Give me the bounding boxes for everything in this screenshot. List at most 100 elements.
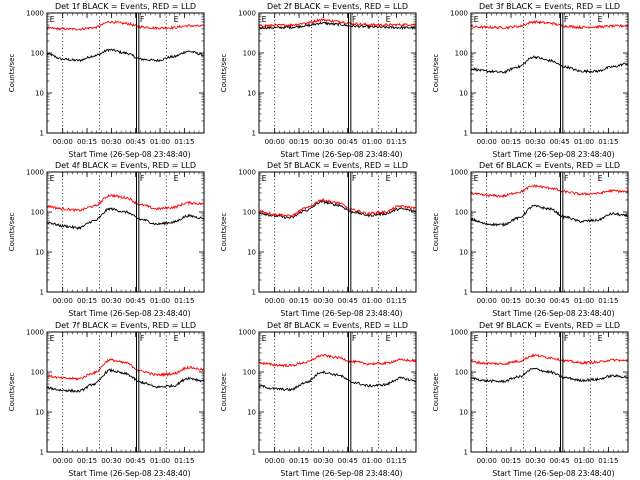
x-tick-label: 01:00 (150, 457, 170, 465)
plot-title: Det 1f BLACK = Events, RED = LLD (55, 2, 196, 11)
y-tick-label: 1 (40, 449, 44, 457)
series-line-events (259, 200, 417, 219)
y-tick-label: 1000 (238, 169, 256, 177)
y-tick-label: 1 (252, 449, 256, 457)
plot-panel-5: Det 5f BLACK = Events, RED = LLD Counts/s… (220, 161, 417, 318)
x-tick-label: 01:15 (386, 457, 406, 465)
y-tick-label: 10 (247, 249, 256, 257)
plot-title: Det 8f BLACK = Events, RED = LLD (267, 321, 408, 330)
plot-title: Det 6f BLACK = Events, RED = LLD (479, 161, 620, 170)
series-line-lld (470, 19, 629, 30)
interval-marker-label: F (564, 174, 569, 183)
interval-marker-label: E (386, 334, 391, 343)
y-tick-label: 10 (35, 90, 44, 98)
series-line-lld (46, 20, 205, 31)
x-tick-label: 01:15 (598, 138, 618, 146)
x-axis-label: Start Time (26-Sep-08 23:48:40) (281, 309, 403, 318)
y-tick-label: 1 (252, 289, 256, 297)
y-tick-label: 100 (31, 209, 44, 217)
plot-panel-7: Det 7f BLACK = Events, RED = LLD Counts/s… (8, 321, 205, 478)
plot-panel-4: Det 4f BLACK = Events, RED = LLD Counts/s… (8, 161, 205, 318)
x-axis-label: Start Time (26-Sep-08 23:48:40) (281, 150, 403, 159)
y-tick-label: 10 (35, 249, 44, 257)
y-axis-label: Counts/sec (220, 213, 228, 252)
y-tick-label: 1 (252, 130, 256, 138)
y-tick-label: 1000 (26, 329, 44, 337)
series-line-lld (46, 193, 205, 213)
series-line-events (258, 21, 417, 30)
y-axis-label: Counts/sec (220, 373, 228, 412)
y-axis-label: Counts/sec (432, 213, 440, 252)
y-tick-label: 100 (243, 209, 256, 217)
x-tick-label: 00:45 (126, 297, 146, 305)
x-axis-label: Start Time (26-Sep-08 23:48:40) (493, 469, 615, 478)
y-axis-label: Counts/sec (432, 54, 440, 93)
interval-marker-label: E (262, 15, 267, 24)
interval-marker-label: E (50, 15, 55, 24)
x-tick-label: 00:45 (550, 457, 570, 465)
x-tick-label: 01:00 (574, 297, 594, 305)
plot-panel-8: Det 8f BLACK = Events, RED = LLD Counts/s… (220, 321, 417, 478)
interval-marker-label: F (140, 334, 145, 343)
series-line-lld (258, 353, 417, 368)
interval-marker-label: E (598, 174, 603, 183)
plot-panel-3: Det 3f BLACK = Events, RED = LLD Counts/s… (432, 2, 629, 159)
y-tick-label: 100 (31, 50, 44, 58)
series-line-events (470, 204, 629, 228)
x-tick-label: 00:00 (477, 138, 497, 146)
interval-marker-label: E (174, 334, 179, 343)
plot-frame (258, 331, 417, 453)
y-tick-label: 100 (31, 369, 44, 377)
x-tick-label: 00:15 (289, 457, 309, 465)
plot-panel-2: Det 2f BLACK = Events, RED = LLD Counts/s… (220, 2, 417, 159)
x-tick-label: 00:45 (338, 297, 358, 305)
interval-marker-label: E (474, 174, 479, 183)
y-tick-label: 100 (243, 369, 256, 377)
y-tick-label: 10 (35, 409, 44, 417)
y-tick-label: 1000 (450, 169, 468, 177)
series-line-lld (470, 184, 629, 199)
series-line-events (46, 207, 205, 231)
x-tick-label: 01:15 (598, 297, 618, 305)
x-tick-label: 00:00 (265, 138, 285, 146)
y-tick-label: 1000 (450, 329, 468, 337)
x-axis-label: Start Time (26-Sep-08 23:48:40) (69, 469, 191, 478)
x-tick-label: 00:00 (477, 457, 497, 465)
x-tick-label: 01:15 (174, 457, 194, 465)
x-tick-label: 01:15 (174, 138, 194, 146)
x-tick-label: 00:45 (338, 138, 358, 146)
plot-title: Det 3f BLACK = Events, RED = LLD (479, 2, 620, 11)
y-tick-label: 1000 (26, 10, 44, 18)
x-tick-label: 00:30 (101, 138, 121, 146)
x-tick-label: 00:30 (313, 457, 333, 465)
series-line-events (470, 55, 629, 74)
plot-frame (258, 171, 417, 293)
interval-marker-label: F (140, 174, 145, 183)
x-tick-label: 01:15 (386, 297, 406, 305)
series-line-lld (470, 352, 629, 366)
x-tick-label: 00:45 (126, 457, 146, 465)
x-tick-label: 00:45 (338, 457, 358, 465)
plot-title: Det 4f BLACK = Events, RED = LLD (55, 161, 196, 170)
x-tick-label: 00:15 (289, 297, 309, 305)
interval-marker-label: F (352, 174, 357, 183)
y-axis-label: Counts/sec (8, 54, 16, 93)
interval-marker-label: F (352, 334, 357, 343)
y-axis-label: Counts/sec (8, 373, 16, 412)
interval-marker-label: E (386, 174, 391, 183)
x-tick-label: 00:00 (265, 297, 285, 305)
x-tick-label: 00:00 (53, 457, 73, 465)
y-tick-label: 10 (459, 409, 468, 417)
series-line-lld (258, 197, 417, 218)
x-tick-label: 01:00 (362, 138, 382, 146)
plot-frame (46, 171, 205, 293)
plot-title: Det 9f BLACK = Events, RED = LLD (479, 321, 620, 330)
x-tick-label: 01:00 (574, 138, 594, 146)
interval-marker-label: E (50, 174, 55, 183)
interval-marker-label: E (386, 15, 391, 24)
plot-panel-6: Det 6f BLACK = Events, RED = LLD Counts/s… (432, 161, 629, 318)
x-tick-label: 00:00 (477, 297, 497, 305)
x-tick-label: 00:30 (101, 297, 121, 305)
interval-marker-label: E (174, 15, 179, 24)
x-tick-label: 00:00 (53, 138, 73, 146)
